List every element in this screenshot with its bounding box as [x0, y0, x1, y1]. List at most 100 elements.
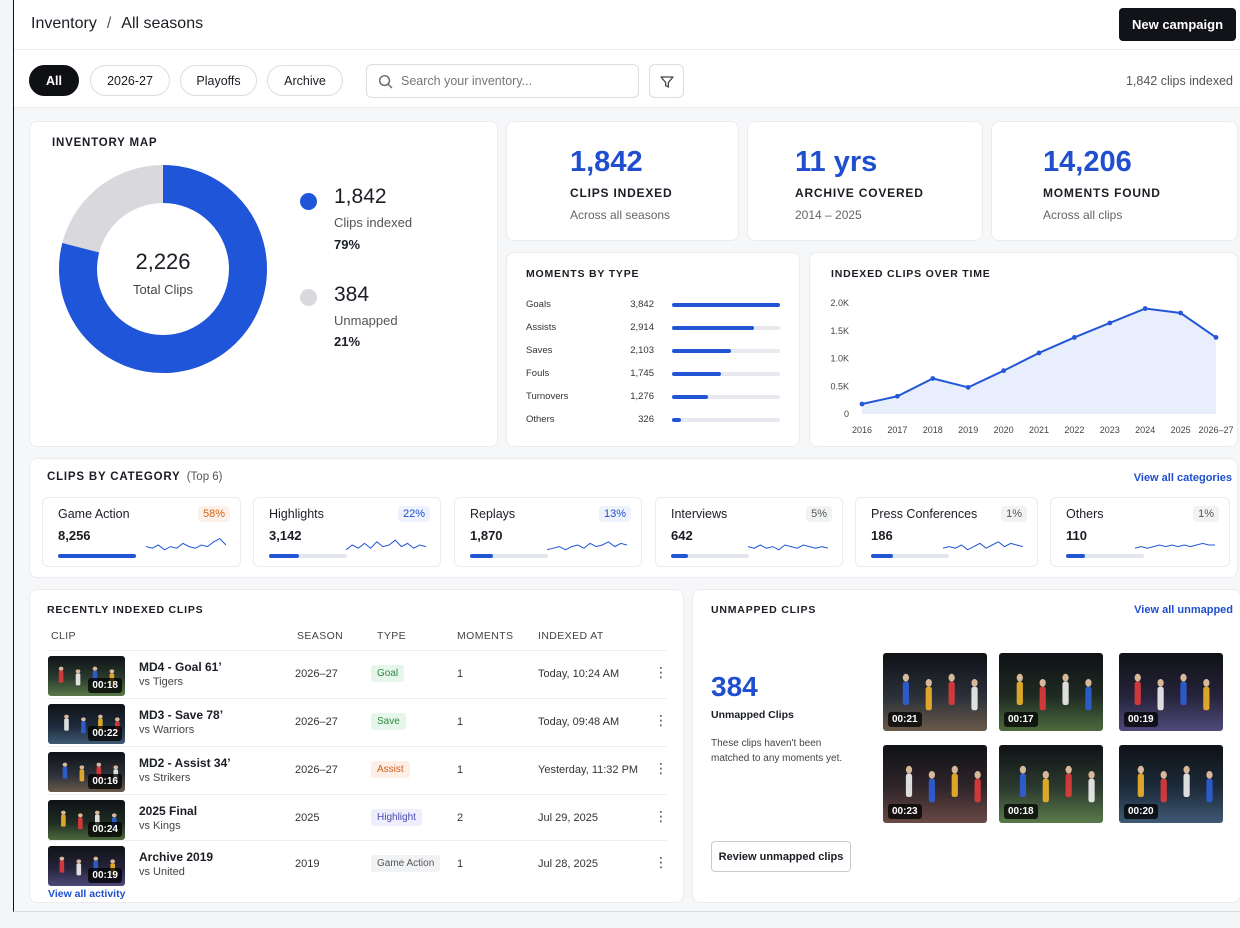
filter-2026-27[interactable]: 2026-27 [90, 65, 170, 96]
row-menu-icon[interactable]: ⋮ [654, 854, 668, 870]
unmapped-thumbnail[interactable]: 00:17 [999, 653, 1103, 731]
new-campaign-button[interactable]: New campaign [1119, 8, 1236, 41]
player-figure [974, 778, 981, 803]
player-head [111, 813, 117, 818]
row-menu-icon[interactable]: ⋮ [654, 712, 668, 728]
clip-thumbnail[interactable]: 00:19 [48, 846, 125, 886]
clip-title[interactable]: Archive 2019 [139, 850, 214, 864]
table-row[interactable]: 00:19 Archive 2019 vs United 2019 Game Actio… [47, 840, 668, 886]
moment-type-name: Saves [526, 345, 553, 356]
clip-season: 2025 [295, 812, 320, 824]
legend-unmapped-value: 384 [334, 283, 370, 306]
player-figure [1085, 686, 1092, 711]
player-figure [1042, 778, 1049, 803]
clip-title[interactable]: MD4 - Goal 61’ [139, 660, 222, 674]
unmapped-thumbnail[interactable]: 00:18 [999, 745, 1103, 823]
player-head [98, 714, 103, 719]
view-all-activity-link[interactable]: View all activity [48, 888, 126, 900]
y-tick-label: 2.0K [830, 298, 849, 308]
category-name: Interviews [671, 507, 728, 521]
unmapped-thumbnail[interactable]: 00:20 [1119, 745, 1223, 823]
unmapped-thumbnail[interactable]: 00:21 [883, 653, 987, 731]
clip-title[interactable]: MD2 - Assist 34’ [139, 756, 231, 770]
player-head [1039, 679, 1046, 687]
moment-bar-fill [672, 418, 682, 422]
player-head [59, 856, 65, 861]
clip-thumbnail[interactable]: 00:24 [48, 800, 125, 840]
x-tick-label: 2022 [1064, 425, 1084, 435]
data-point [1107, 320, 1113, 326]
x-tick-label: 2020 [994, 425, 1014, 435]
top-header: Inventory / All seasons New campaign [14, 0, 1240, 50]
table-row[interactable]: 00:24 2025 Final vs Kings 2025 Highlight 2 Jul… [47, 794, 668, 840]
stat-value: 11 yrs [795, 146, 878, 178]
table-row[interactable]: 00:18 MD4 - Goal 61’ vs Tigers 2026–27 Goal 1… [47, 650, 668, 696]
sparkline-path [1135, 542, 1215, 549]
player-head [1160, 771, 1167, 779]
funnel-icon [660, 76, 674, 88]
row-menu-icon[interactable]: ⋮ [654, 664, 668, 680]
player-figure [81, 721, 86, 734]
player-head [905, 765, 913, 774]
category-sparkline [547, 541, 627, 551]
inventory-map-card: INVENTORY MAP 2,226 Total Clips 1,842 Cl… [29, 121, 498, 447]
category-card[interactable]: Highlights 22% 3,142 [253, 497, 441, 567]
clip-season: 2019 [295, 858, 320, 870]
moment-row: Saves 2,103 [526, 345, 782, 359]
clip-opponent: vs Strikers [139, 772, 191, 784]
clip-opponent: vs United [139, 866, 185, 878]
moment-type-value: 2,103 [630, 345, 654, 356]
moment-bar-fill [672, 395, 708, 399]
clip-thumbnail[interactable]: 00:18 [48, 656, 125, 696]
filter-archive[interactable]: Archive [267, 65, 343, 96]
view-all-unmapped-link[interactable]: View all unmapped [1134, 604, 1233, 616]
clip-opponent: vs Kings [139, 820, 181, 832]
player-figure [1160, 778, 1167, 803]
table-row[interactable]: 00:16 MD2 - Assist 34’ vs Strikers 2026–27 A… [47, 746, 668, 792]
donut-indexed-segment [59, 165, 267, 373]
filter-all[interactable]: All [29, 65, 79, 96]
review-unmapped-button[interactable]: Review unmapped clips [711, 841, 851, 872]
legend-unmapped-pct: 21% [334, 334, 361, 349]
player-figure [78, 817, 83, 830]
unmapped-thumbnail[interactable]: 00:23 [883, 745, 987, 823]
player-figure [925, 686, 932, 711]
sparkline-path [547, 541, 627, 551]
category-card[interactable]: Replays 13% 1,870 [454, 497, 642, 567]
clip-title[interactable]: 2025 Final [139, 804, 198, 818]
category-card[interactable]: Game Action 58% 8,256 [42, 497, 241, 567]
view-all-categories-link[interactable]: View all categories [1133, 472, 1232, 484]
player-head [1203, 679, 1210, 687]
clip-title[interactable]: MD3 - Save 78’ [139, 708, 224, 722]
clip-thumbnail[interactable]: 00:22 [48, 704, 125, 744]
unmapped-thumbnail[interactable]: 00:19 [1119, 653, 1223, 731]
category-card[interactable]: Press Conferences 1% 186 [855, 497, 1038, 567]
clip-thumbnail[interactable]: 00:16 [48, 752, 125, 792]
donut-total-value: 2,226 [135, 249, 191, 274]
clip-moments: 1 [457, 858, 464, 870]
breadcrumb-root[interactable]: Inventory [31, 15, 97, 32]
category-card[interactable]: Interviews 5% 642 [655, 497, 843, 567]
col-type: TYPE [377, 630, 407, 642]
clip-type-tag: Save [371, 713, 406, 730]
player-figure [971, 686, 978, 711]
sparkline-path [346, 539, 426, 551]
player-figure [61, 814, 66, 827]
category-bar-track [58, 554, 136, 558]
category-pct-badge: 13% [598, 506, 631, 522]
player-head [78, 813, 83, 818]
search-input[interactable] [401, 65, 631, 97]
table-row[interactable]: 00:22 MD3 - Save 78’ vs Warriors 2026–27 Sav… [47, 698, 668, 744]
col-season: SEASON [297, 630, 344, 642]
sparkline-path [748, 544, 828, 551]
filter-button[interactable] [649, 64, 684, 98]
category-card[interactable]: Others 1% 110 [1050, 497, 1230, 567]
row-menu-icon[interactable]: ⋮ [654, 808, 668, 824]
moment-type-name: Goals [526, 299, 551, 310]
filter-playoffs[interactable]: Playoffs [180, 65, 257, 96]
x-tick-label: 2018 [923, 425, 943, 435]
row-menu-icon[interactable]: ⋮ [654, 760, 668, 776]
player-figure [1016, 681, 1023, 705]
player-head [902, 673, 909, 682]
player-head [928, 771, 935, 779]
